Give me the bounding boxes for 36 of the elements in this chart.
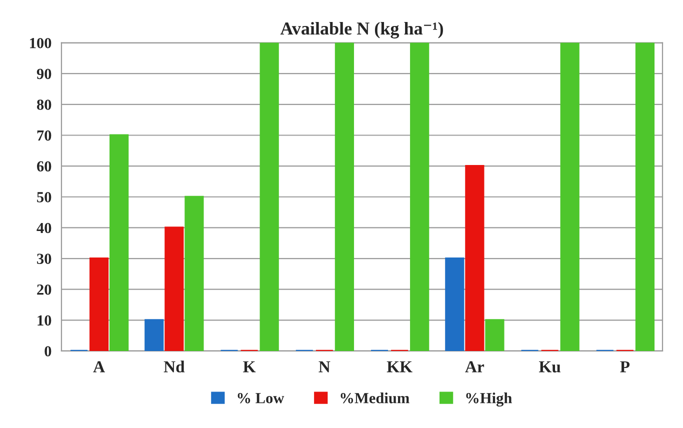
x-tick-label: Ar — [465, 361, 484, 372]
y-tick-label: 50 — [37, 192, 52, 202]
y-tick-label: 100 — [30, 38, 52, 48]
bar — [410, 42, 430, 351]
bar — [164, 226, 184, 351]
y-tick-label: 70 — [37, 130, 52, 141]
legend-label: %High — [466, 392, 512, 407]
x-tick-label: P — [620, 361, 630, 372]
legend-label: %Medium — [340, 392, 410, 404]
x-tick-label: K — [243, 361, 256, 372]
bar — [144, 319, 164, 351]
y-tick-label: 20 — [37, 284, 52, 295]
legend-label: % Low — [238, 392, 284, 404]
bar — [465, 165, 484, 351]
chart-title: Available N (kg ha⁻¹) — [280, 22, 443, 38]
bar — [260, 42, 279, 351]
y-tick-label: 40 — [36, 222, 52, 234]
x-tick-label: KK — [386, 361, 412, 372]
bar — [635, 42, 655, 351]
bar — [485, 319, 504, 351]
y-tick-label: 90 — [36, 68, 52, 80]
bar — [560, 42, 580, 351]
bar — [184, 196, 204, 351]
y-tick-label: 10 — [38, 315, 52, 326]
y-tick-label: 0 — [44, 346, 52, 356]
bar — [445, 257, 464, 351]
x-tick-label: Ku — [538, 361, 560, 372]
y-tick-label: 80 — [36, 100, 52, 110]
y-tick-label: 60 — [36, 161, 52, 172]
bar — [110, 134, 129, 351]
bar — [89, 257, 109, 351]
x-tick-label: Nd — [164, 360, 185, 372]
x-tick-label: N — [318, 361, 330, 372]
bar — [334, 42, 354, 351]
y-tick-label: 30 — [37, 254, 52, 264]
x-tick-label: A — [93, 361, 105, 372]
